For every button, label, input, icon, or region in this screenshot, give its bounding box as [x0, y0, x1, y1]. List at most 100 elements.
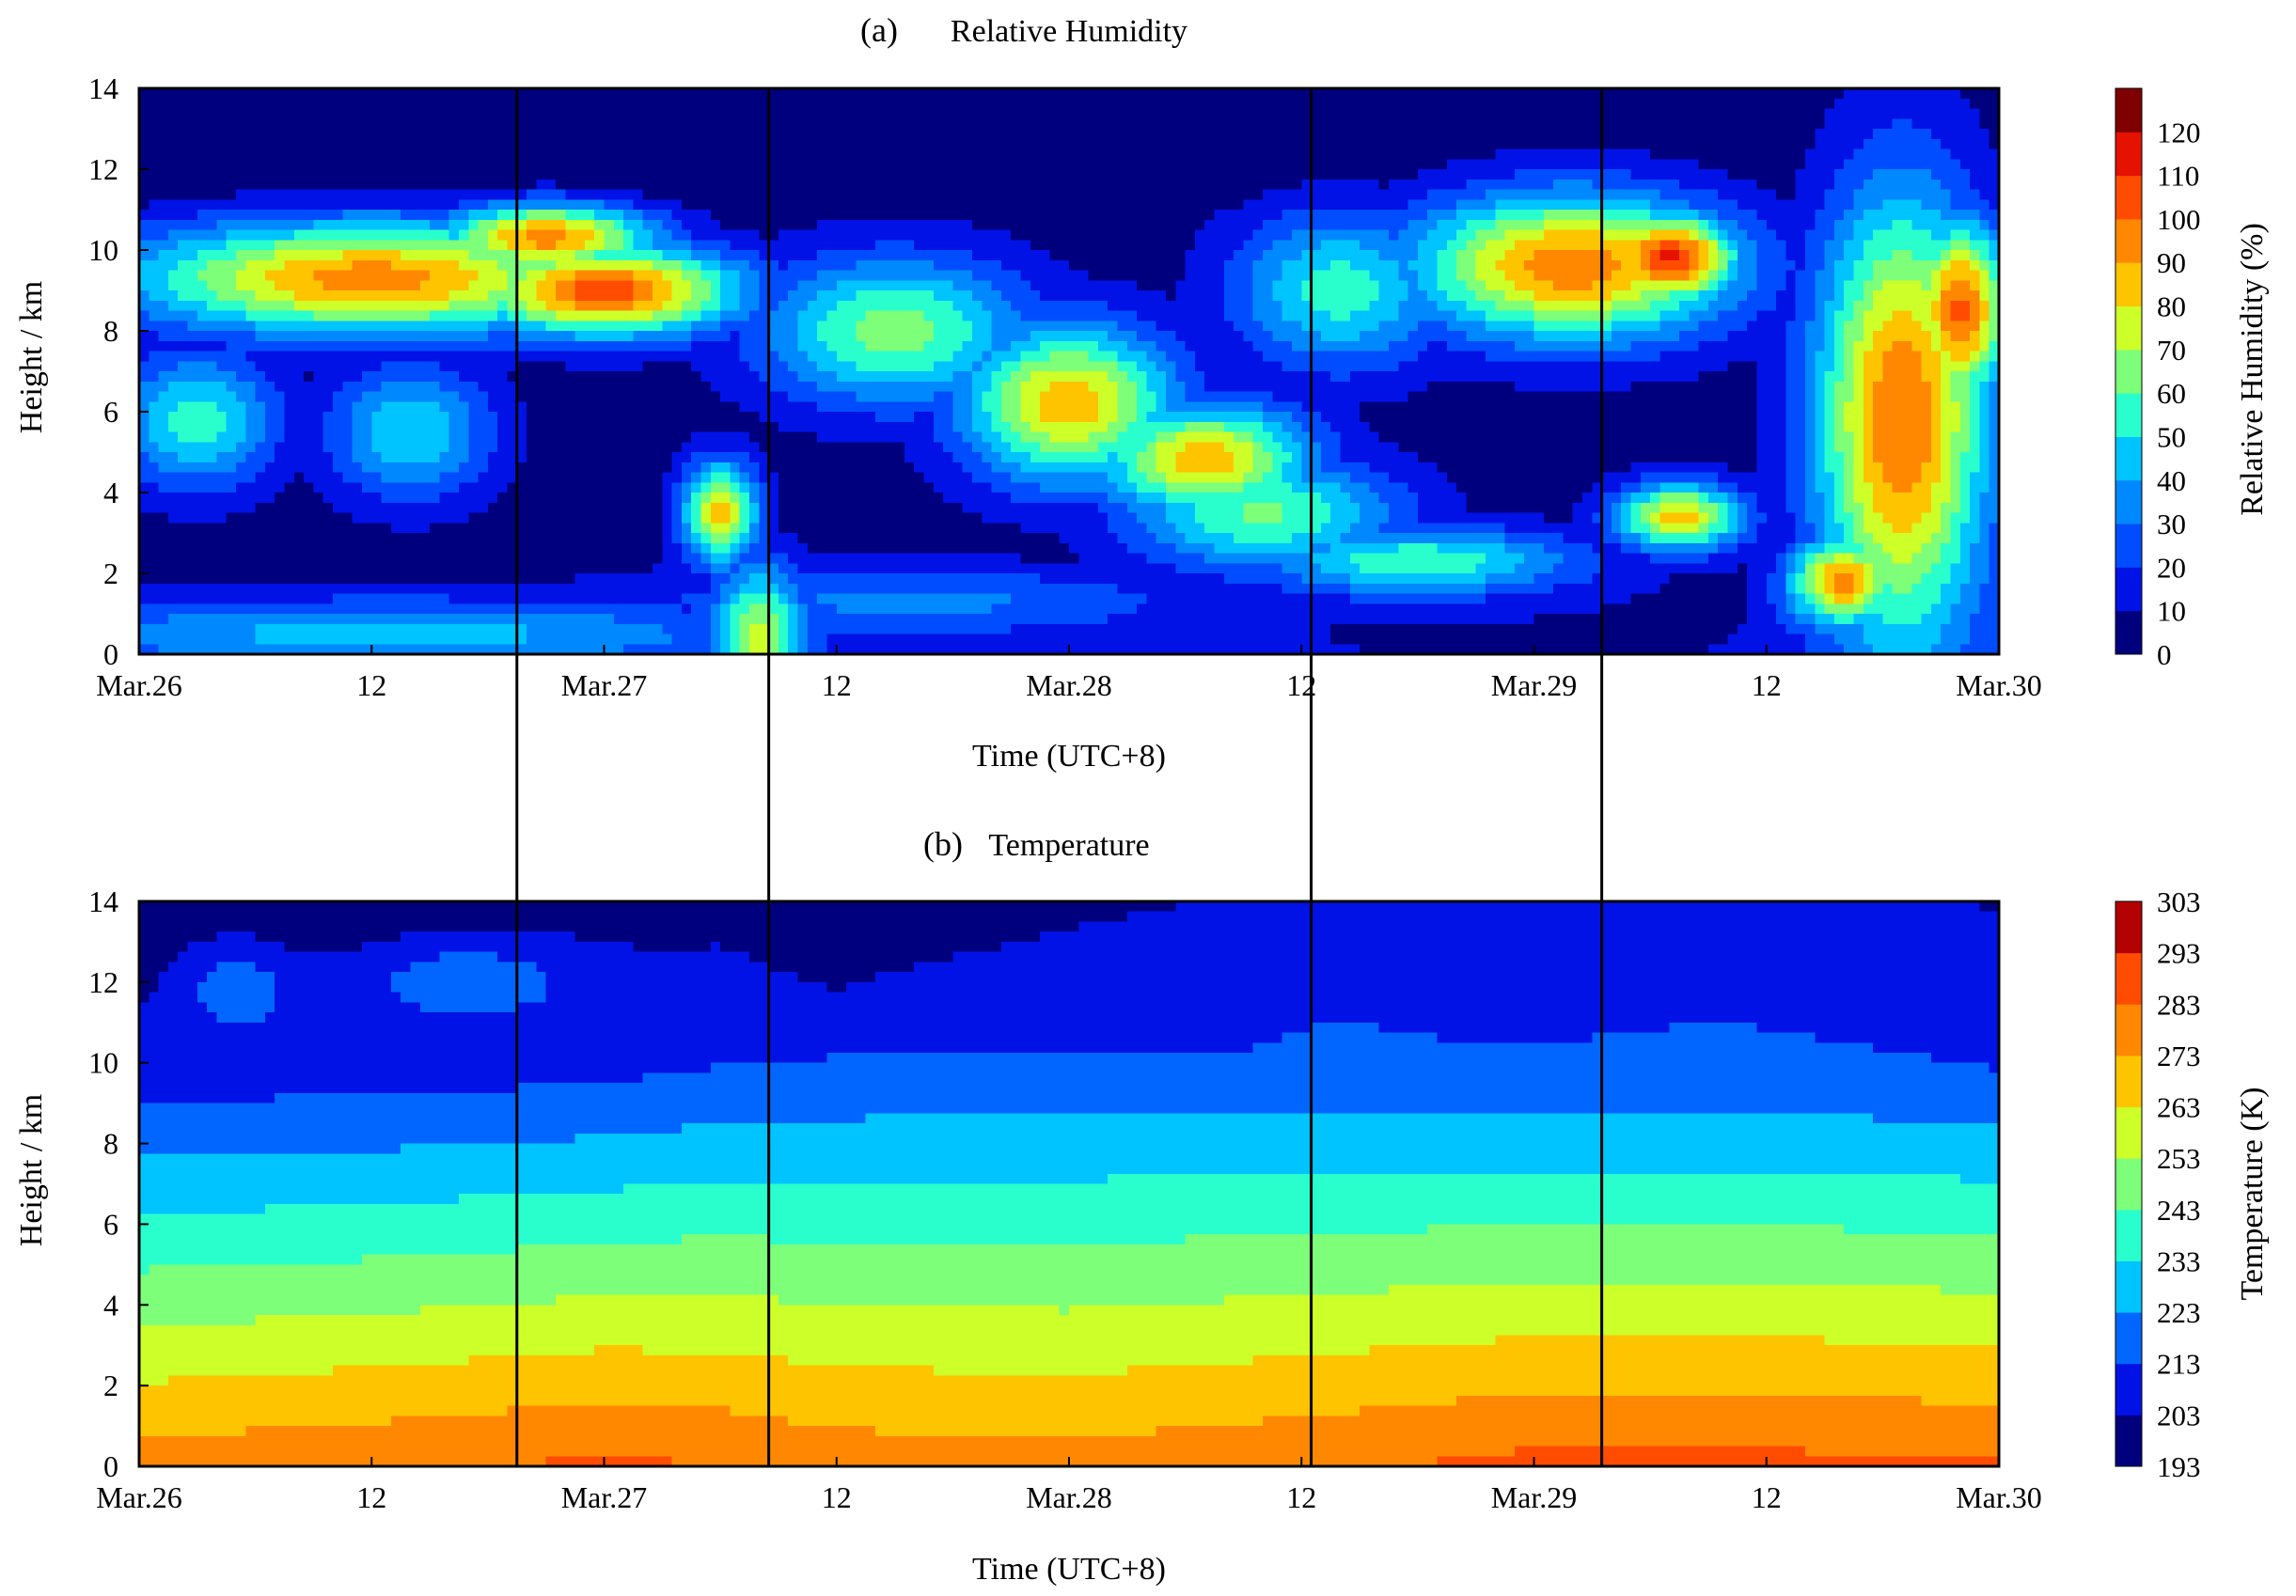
field-cell	[574, 300, 586, 312]
field-cell	[555, 189, 566, 200]
field-cell	[430, 159, 440, 170]
field-cell	[1901, 250, 1912, 261]
field-cell	[1650, 108, 1661, 119]
field-cell	[149, 310, 160, 321]
field-cell	[662, 340, 673, 352]
field-cell	[487, 179, 498, 191]
field-cell	[1979, 321, 1990, 332]
field-cell	[216, 169, 228, 180]
field-cell	[478, 88, 489, 100]
field-cell	[1059, 88, 1070, 100]
field-cell	[1853, 129, 1864, 140]
field-cell	[700, 250, 712, 261]
field-cell	[401, 210, 412, 221]
field-cell	[1844, 138, 1855, 150]
field-cell	[352, 189, 363, 200]
field-cell	[846, 129, 857, 140]
field-cell	[1011, 129, 1022, 140]
field-cell	[943, 331, 953, 342]
field-cell	[236, 270, 246, 281]
field-cell	[962, 321, 973, 332]
field-cell	[846, 138, 857, 150]
field-cell	[264, 310, 275, 321]
field-cell	[507, 340, 518, 352]
field-cell	[1592, 219, 1603, 231]
field-cell	[293, 229, 305, 241]
field-cell	[1689, 129, 1700, 140]
field-cell	[187, 118, 198, 130]
field-cell	[720, 199, 731, 211]
field-cell	[1456, 229, 1467, 241]
field-cell	[158, 290, 169, 302]
field-cell	[1669, 129, 1680, 140]
field-cell	[352, 229, 363, 241]
field-cell	[1059, 159, 1070, 170]
field-cell	[1543, 199, 1554, 211]
field-cell	[594, 88, 605, 100]
field-cell	[555, 88, 566, 100]
field-cell	[1727, 310, 1738, 321]
field-cell	[1214, 229, 1225, 241]
field-cell	[284, 108, 295, 119]
field-cell	[962, 118, 973, 130]
field-cell	[856, 259, 867, 272]
field-cell	[1611, 331, 1622, 342]
field-cell	[1360, 169, 1370, 180]
field-cell	[894, 280, 905, 291]
field-cell	[691, 280, 702, 291]
field-cell	[1000, 229, 1012, 241]
field-cell	[1369, 129, 1380, 140]
field-cell	[1243, 189, 1254, 200]
field-cell	[275, 331, 286, 342]
field-cell	[1921, 280, 1932, 291]
field-cell	[1669, 199, 1680, 211]
field-cell	[245, 290, 257, 302]
field-cell	[1311, 300, 1322, 312]
field-cell	[1514, 179, 1525, 191]
field-cell	[1088, 250, 1099, 261]
field-cell	[1156, 321, 1167, 332]
field-cell	[158, 229, 169, 241]
field-cell	[226, 331, 237, 342]
field-cell	[313, 98, 324, 110]
field-cell	[1747, 300, 1758, 312]
field-cell	[1360, 118, 1370, 130]
field-cell	[894, 189, 905, 200]
field-cell	[1679, 340, 1690, 352]
field-cell	[1117, 149, 1128, 160]
field-cell	[943, 98, 953, 110]
field-cell	[730, 331, 741, 342]
field-cell	[236, 219, 246, 231]
field-cell	[1011, 169, 1022, 180]
field-cell	[1446, 149, 1457, 160]
field-cell	[1204, 280, 1216, 291]
field-cell	[439, 219, 450, 231]
field-cell	[293, 270, 305, 281]
field-cell	[1630, 219, 1642, 231]
field-cell	[1776, 300, 1786, 312]
field-cell	[236, 169, 246, 180]
field-cell	[730, 210, 741, 221]
field-cell	[1901, 259, 1912, 272]
field-cell	[817, 280, 828, 291]
field-cell	[1263, 118, 1273, 130]
field-cell	[1282, 129, 1293, 140]
field-cell	[1291, 138, 1302, 150]
field-cell	[1592, 280, 1603, 291]
field-cell	[1543, 179, 1554, 191]
field-cell	[1485, 199, 1496, 211]
field-cell	[633, 199, 644, 211]
field-cell	[991, 98, 1002, 110]
field-cell	[1989, 280, 2000, 291]
field-cell	[207, 240, 218, 251]
field-cell	[914, 310, 925, 321]
field-cell	[516, 259, 527, 272]
field-cell	[1495, 340, 1506, 352]
field-cell	[1650, 98, 1661, 110]
field-cell	[1272, 98, 1283, 110]
field-cell	[419, 270, 431, 281]
field-cell	[1737, 300, 1748, 312]
field-cell	[226, 108, 237, 119]
field-cell	[662, 331, 673, 342]
field-cell	[1263, 300, 1273, 312]
